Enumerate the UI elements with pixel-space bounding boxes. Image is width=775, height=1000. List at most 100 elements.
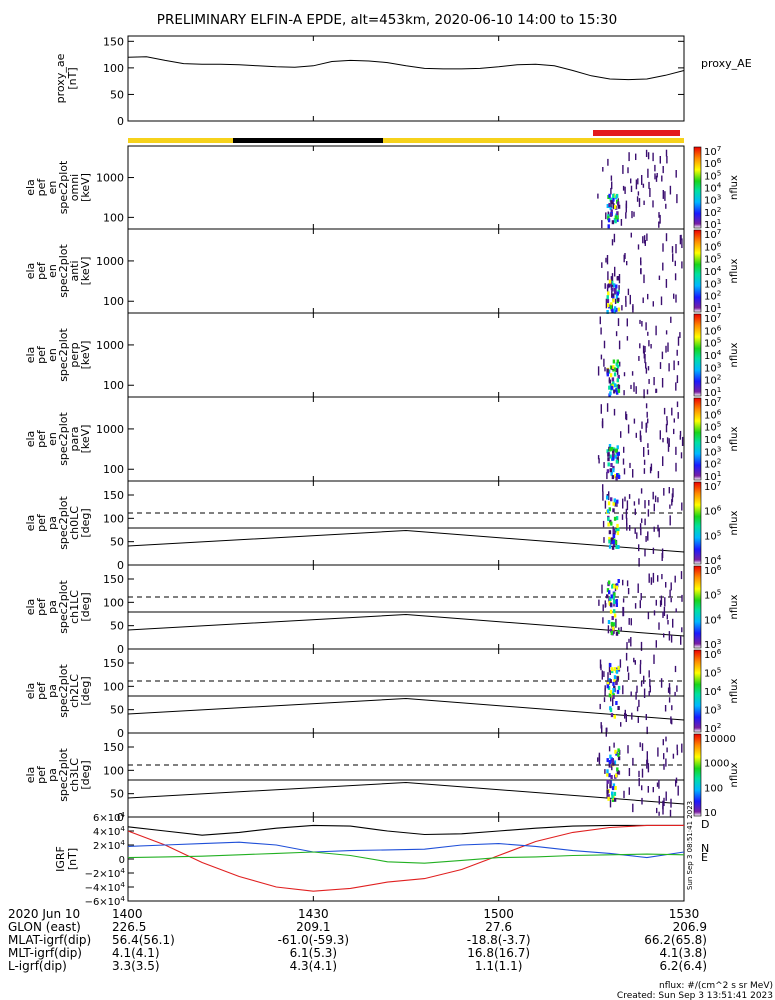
- spec-cell: [612, 453, 615, 458]
- ylabel-line: ch0LC: [68, 506, 81, 540]
- spec-cell: [608, 693, 612, 698]
- spec-cell: [607, 796, 610, 801]
- spec-cell: [614, 287, 617, 292]
- spec-speck: [652, 787, 654, 793]
- spec-speck: [666, 416, 668, 421]
- spec-cell: [615, 476, 618, 481]
- ylabel-line: spec2plot: [57, 412, 70, 466]
- spec-speck: [676, 375, 679, 384]
- spec-cell: [611, 293, 614, 298]
- spec-cell: [608, 203, 611, 207]
- spec-speck: [640, 593, 642, 601]
- spec-cell: [615, 603, 618, 607]
- spec-speck: [603, 340, 606, 349]
- spec-speck: [635, 386, 637, 394]
- spec-speck: [680, 636, 682, 645]
- spec-speck: [610, 175, 613, 181]
- spec-speck: [639, 600, 641, 609]
- spec-cell: [612, 595, 615, 600]
- spec-cell: [607, 522, 610, 527]
- spec-speck: [661, 351, 664, 360]
- spec-speck: [638, 558, 640, 567]
- spec-cell: [611, 794, 614, 799]
- spec-speck: [630, 637, 632, 647]
- spec-speck: [655, 640, 657, 648]
- spec-cell: [606, 469, 610, 474]
- spec-cell: [613, 498, 616, 503]
- spec-cell: [616, 211, 619, 216]
- ytick-label: 150: [103, 35, 124, 48]
- xaxis-row-label: MLT-igrf(dip): [8, 946, 82, 960]
- spec-speck: [675, 382, 677, 391]
- ytick-label: 100: [103, 295, 124, 308]
- spec-speck: [672, 618, 674, 628]
- spec-cell: [615, 681, 618, 686]
- spec-cell: [609, 690, 613, 695]
- spec-speck: [641, 518, 643, 523]
- loss-cone-line: [127, 697, 685, 721]
- panel-proxy_ae: proxy_ae [nT] 150 100 50 0 proxy_AE: [54, 35, 752, 128]
- spec-speck: [643, 459, 646, 465]
- colorbar-label: nflux: [729, 426, 740, 451]
- spec-speck: [641, 768, 644, 778]
- colorbar-tick: 102: [704, 373, 721, 387]
- status-bar-yellow: [383, 138, 684, 143]
- spec-speck: [627, 666, 629, 672]
- colorbar-label: nflux: [729, 762, 740, 787]
- spec-speck: [646, 411, 648, 418]
- spec-cell: [616, 359, 619, 364]
- spec-speck: [653, 610, 656, 616]
- spec-speck: [645, 362, 647, 369]
- spec-speck: [681, 627, 683, 633]
- colorbar-label: nflux: [729, 510, 740, 535]
- spec-speck: [670, 582, 672, 591]
- spec-speck: [625, 508, 628, 519]
- colorbar-tick: 101: [704, 301, 721, 315]
- spec-speck: [604, 283, 606, 289]
- spec-speck: [623, 790, 625, 799]
- spec-speck: [618, 340, 621, 350]
- spec-speck: [613, 408, 616, 416]
- panel-frame: [127, 564, 685, 650]
- spec-cell: [613, 760, 617, 765]
- spec-speck: [611, 764, 613, 771]
- spec-speck: [628, 768, 631, 777]
- spec-cell: [613, 389, 616, 394]
- spec-cell: [616, 523, 619, 528]
- ytick-label: 50: [110, 704, 124, 717]
- spec-cell: [611, 308, 614, 313]
- spec-speck: [681, 743, 683, 753]
- spec-speck: [640, 488, 643, 494]
- spec-speck: [630, 185, 633, 193]
- spec-speck: [622, 165, 624, 174]
- spec-cell: [614, 786, 617, 790]
- spec-speck: [634, 508, 636, 516]
- spec-speck: [621, 514, 624, 520]
- spec-speck: [633, 501, 636, 506]
- spec-cell: [612, 695, 615, 699]
- spec-speck: [628, 494, 631, 499]
- ylabel-line: en: [46, 348, 59, 362]
- colorbar-tick: 101: [704, 217, 721, 231]
- spec-speck: [664, 597, 666, 607]
- spec-cell: [611, 377, 615, 382]
- spec-cell: [608, 193, 611, 198]
- spec-cell: [606, 299, 610, 303]
- spec-cell: [610, 594, 613, 599]
- spec-cell: [609, 708, 613, 713]
- spec-speck: [630, 618, 632, 626]
- spec-speck: [661, 574, 663, 580]
- ylabel-line: ela: [24, 767, 37, 784]
- spec-speck: [655, 325, 657, 336]
- spec-cell: [610, 282, 614, 287]
- spec-cell: [617, 204, 621, 209]
- colorbar-tick: 106: [704, 504, 722, 518]
- spec-speck: [622, 579, 624, 586]
- spec-speck: [636, 196, 639, 202]
- spec-speck: [645, 149, 648, 158]
- spec-speck: [611, 290, 613, 298]
- spec-speck: [640, 528, 642, 536]
- colorbar: [693, 313, 702, 397]
- panel-frame: [127, 145, 685, 230]
- spec-speck: [658, 811, 660, 816]
